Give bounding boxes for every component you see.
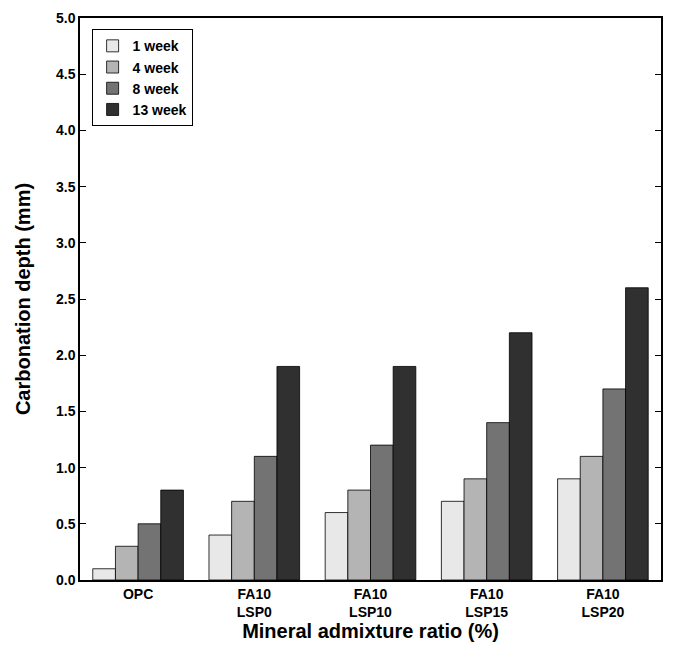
svg-text:4 week: 4 week bbox=[133, 60, 179, 76]
svg-text:4.5: 4.5 bbox=[56, 66, 76, 82]
svg-text:1.5: 1.5 bbox=[56, 403, 76, 419]
svg-text:FA10LSP0: FA10LSP0 bbox=[237, 586, 272, 620]
svg-text:5.0: 5.0 bbox=[56, 10, 76, 26]
svg-text:Mineral admixture ratio (%): Mineral admixture ratio (%) bbox=[242, 620, 499, 642]
svg-text:0.0: 0.0 bbox=[56, 572, 76, 588]
svg-text:2.5: 2.5 bbox=[56, 291, 76, 307]
svg-text:2.0: 2.0 bbox=[56, 347, 76, 363]
svg-text:0.5: 0.5 bbox=[56, 516, 76, 532]
svg-text:FA10LSP15: FA10LSP15 bbox=[465, 586, 508, 620]
svg-text:Carbonation depth (mm): Carbonation depth (mm) bbox=[12, 183, 34, 415]
svg-text:8 week: 8 week bbox=[133, 81, 179, 97]
svg-text:3.5: 3.5 bbox=[56, 179, 76, 195]
svg-text:FA10LSP20: FA10LSP20 bbox=[581, 586, 624, 620]
svg-text:FA10LSP10: FA10LSP10 bbox=[349, 586, 392, 620]
svg-text:1 week: 1 week bbox=[133, 38, 179, 54]
svg-text:13 week: 13 week bbox=[133, 102, 187, 118]
svg-text:4.0: 4.0 bbox=[56, 122, 76, 138]
svg-text:1.0: 1.0 bbox=[56, 460, 76, 476]
svg-text:OPC: OPC bbox=[123, 586, 153, 602]
svg-text:3.0: 3.0 bbox=[56, 235, 76, 251]
